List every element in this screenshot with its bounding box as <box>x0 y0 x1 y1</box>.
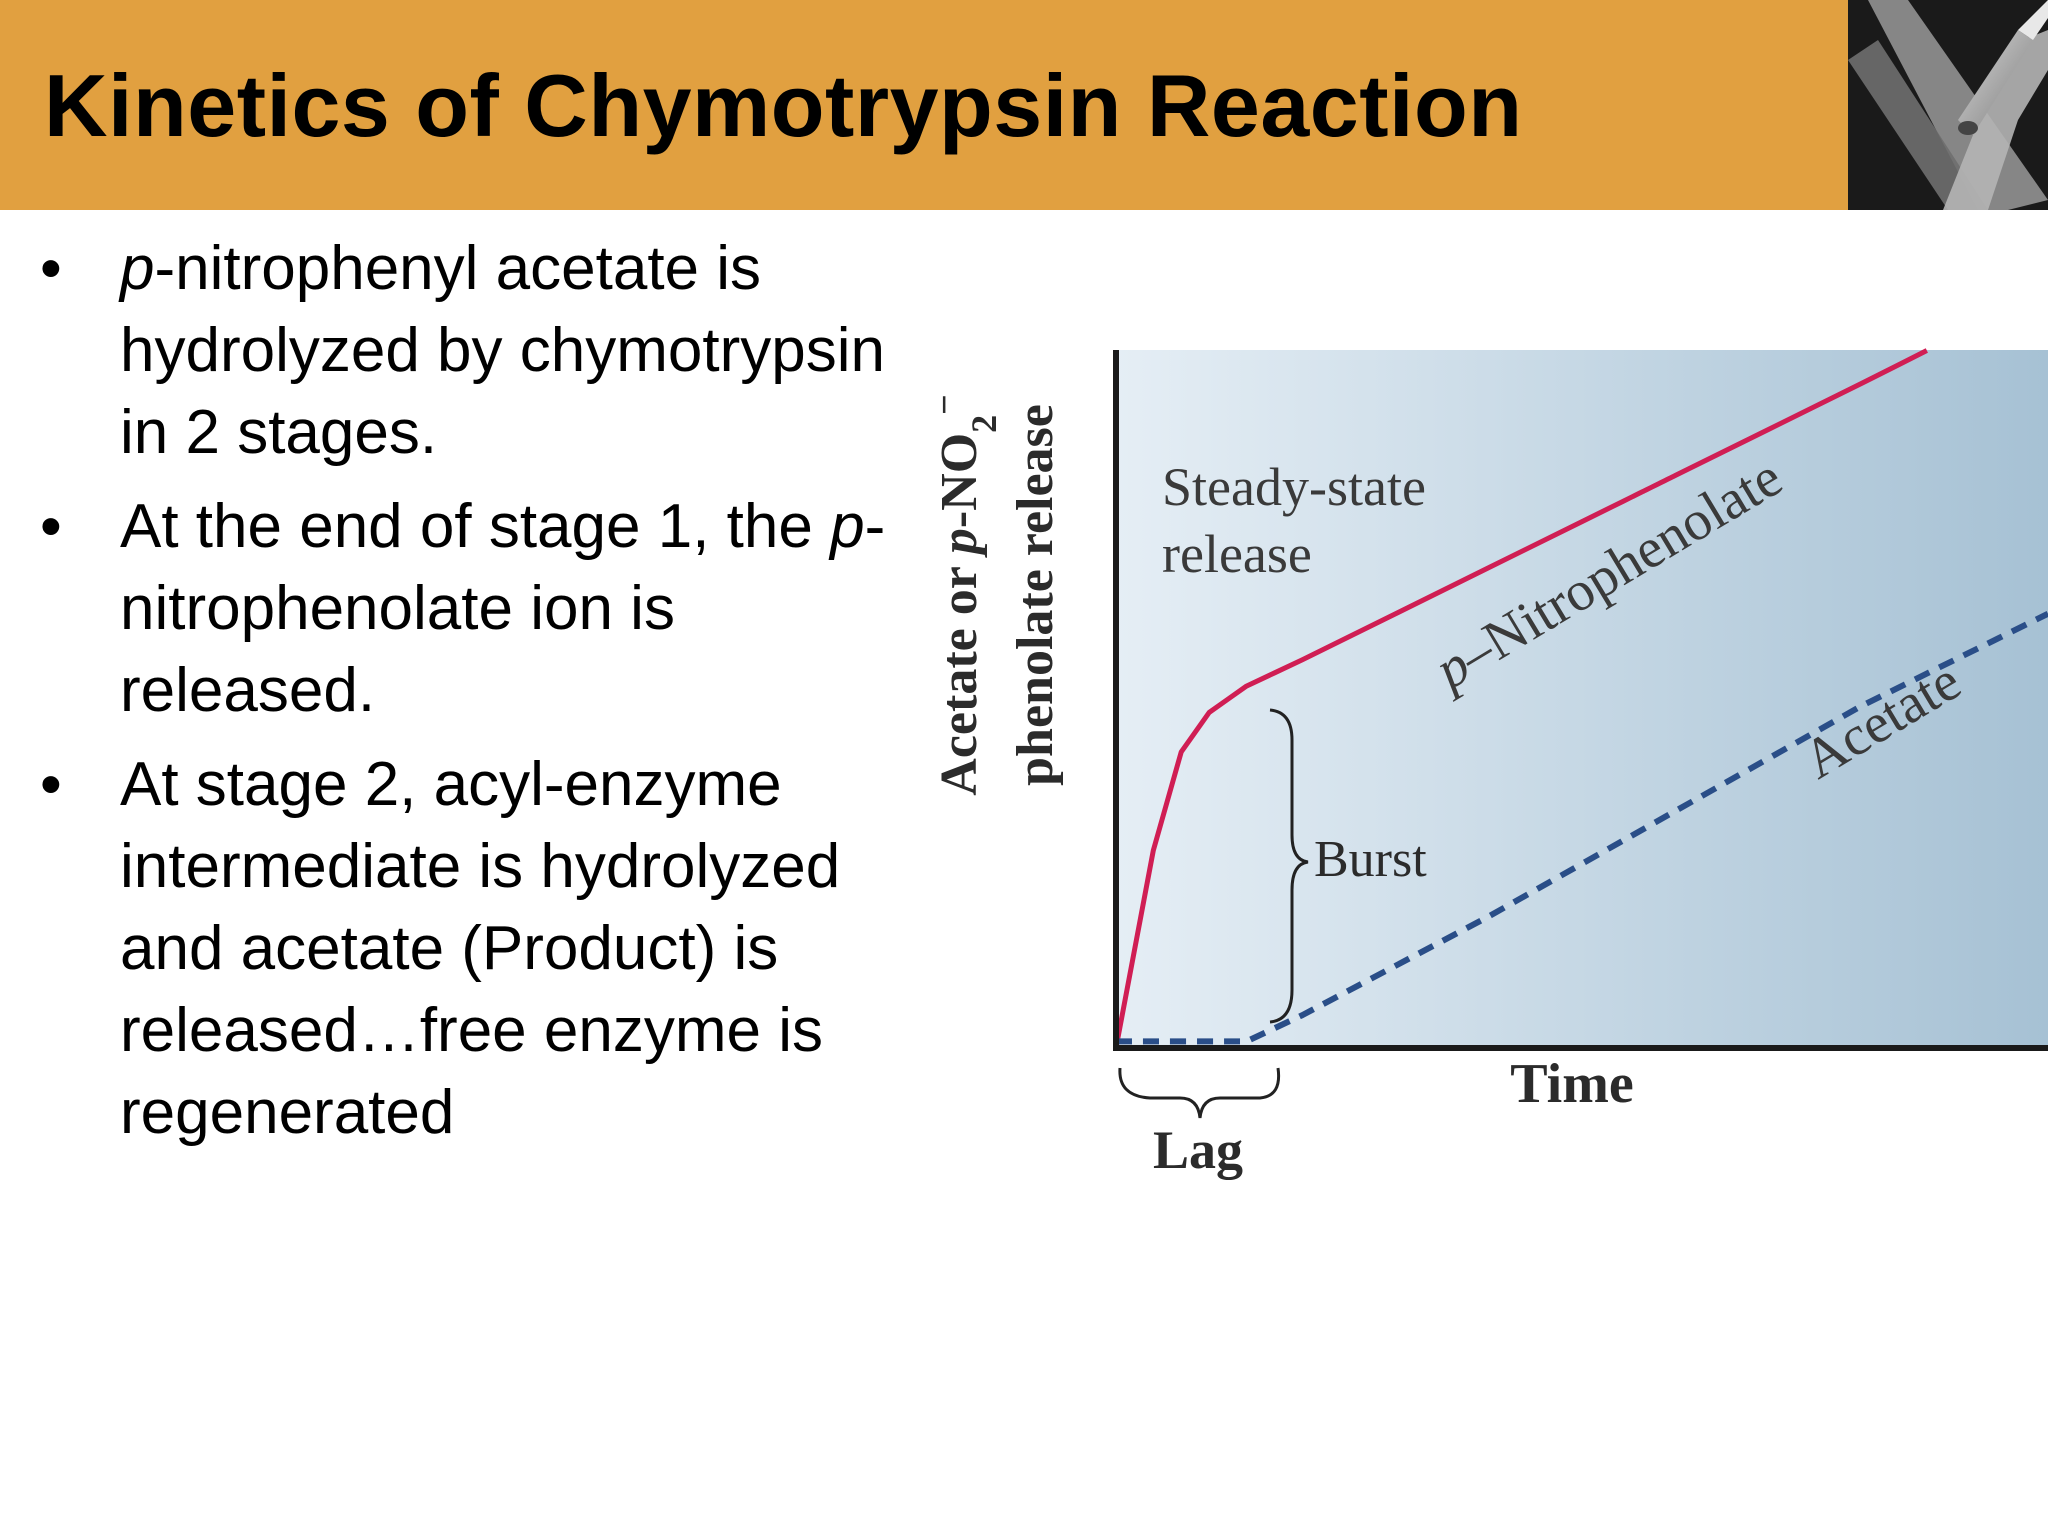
bullet-text-run: At stage 2, acyl-enzyme intermediate is … <box>120 750 841 1147</box>
chart: Burst Lag Steady-state release p–Nitroph… <box>930 330 2048 1230</box>
bullet-text: p-nitrophenyl acetate is hydrolyzed by c… <box>120 234 885 467</box>
steady-state-label: Steady-state <box>1162 457 1426 517</box>
plot-area <box>1116 350 2048 1048</box>
bullet-text-run: p <box>830 492 865 561</box>
burst-brace <box>1269 708 1309 1024</box>
y-axis-title-line2: phenolate release <box>1007 404 1064 786</box>
bullet-dot: • <box>40 750 62 819</box>
bullet-dot: • <box>40 492 62 561</box>
corner-photo <box>1848 0 2048 210</box>
lag-label: Lag <box>1153 1120 1243 1180</box>
y-axis-title-part-b: p <box>931 528 988 558</box>
y-axis-title-part-e: − <box>930 394 964 415</box>
series-layer <box>1113 348 2048 1049</box>
title-bar: Kinetics of Chymotrypsin Reaction <box>0 0 1848 210</box>
y-axis-title-part-d: 2 <box>964 415 1004 433</box>
bullet-item: • At stage 2, acyl-enzyme intermediate is… <box>40 744 890 1154</box>
chart-svg: Burst Lag Steady-state release p–Nitroph… <box>930 348 2048 1180</box>
bullet-text-run: At the end of stage 1, the <box>120 492 831 561</box>
y-axis-title-line1: Acetate or p-NO2− <box>930 394 1004 795</box>
burst-label: Burst <box>1314 831 1427 888</box>
crystal-photo-icon <box>1848 0 2048 210</box>
bullet-dot: • <box>40 234 62 303</box>
x-axis-title: Time <box>1510 1053 1633 1115</box>
bullet-item: • p-nitrophenyl acetate is hydrolyzed by … <box>40 228 890 474</box>
bullet-text: At stage 2, acyl-enzyme intermediate is … <box>120 750 840 1147</box>
bullet-text-run: p <box>120 234 155 303</box>
y-axis-title-part-a: Acetate or <box>931 554 988 796</box>
steady-state-label-2: release <box>1162 524 1312 584</box>
y-axis-title-part-c: -NO <box>931 433 988 528</box>
bullet-text-run: -nitrophenolate ion is released. <box>120 492 886 725</box>
series-line-nitrophenolate <box>1113 348 1928 1049</box>
slide-title: Kinetics of Chymotrypsin Reaction <box>44 56 1523 155</box>
bullet-text: At the end of stage 1, the p-nitrophenol… <box>120 492 885 725</box>
series-line-acetate <box>1115 611 2048 1045</box>
bullet-text-run: -nitrophenyl acetate is hydrolyzed by ch… <box>120 234 885 467</box>
bullet-item: • At the end of stage 1, the p-nitropheno… <box>40 486 890 732</box>
bullet-list: • p-nitrophenyl acetate is hydrolyzed by … <box>40 228 890 1166</box>
lag-brace <box>1118 1067 1281 1119</box>
